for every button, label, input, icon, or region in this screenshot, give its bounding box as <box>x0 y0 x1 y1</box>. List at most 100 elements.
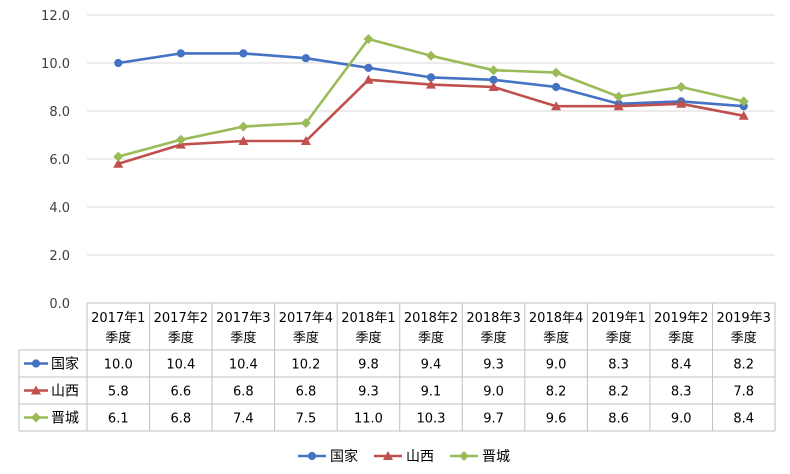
row-label: 国家 <box>51 356 79 373</box>
category-label: 季度 <box>668 330 694 346</box>
y-tick-label: 2.0 <box>49 249 70 264</box>
series-3-point <box>238 121 249 132</box>
table-cell-value: 9.4 <box>421 358 442 373</box>
category-label: 2018年4 <box>529 311 583 326</box>
series-2-point <box>113 158 124 168</box>
table-cell-value: 7.4 <box>233 412 254 427</box>
series-2-point <box>676 98 687 108</box>
table-cell-value: 9.7 <box>483 412 504 427</box>
series-3-point <box>738 96 749 107</box>
category-label: 2017年1 <box>91 311 145 326</box>
table-cell-value: 6.8 <box>296 385 317 400</box>
table-cell-value: 6.8 <box>233 385 254 400</box>
table-cell-value: 10.4 <box>166 358 195 373</box>
table-cell-value: 9.0 <box>546 358 567 373</box>
table-cell-value: 9.1 <box>421 385 442 400</box>
category-label: 2017年2 <box>154 311 208 326</box>
series-2-point <box>738 110 749 120</box>
category-label: 季度 <box>543 330 569 346</box>
series-3-point <box>551 67 562 78</box>
table-cell-value: 8.3 <box>671 385 692 400</box>
table-cell-value: 10.3 <box>417 412 446 427</box>
y-tick-label: 8.0 <box>49 105 70 120</box>
category-label: 季度 <box>293 330 319 346</box>
series-3-point <box>113 151 124 162</box>
y-tick-label: 4.0 <box>49 201 70 216</box>
table-cell-value: 8.6 <box>608 412 629 427</box>
category-label: 季度 <box>355 330 381 346</box>
table-cell-value: 5.8 <box>108 385 129 400</box>
series-3-point <box>300 118 311 128</box>
category-label: 季度 <box>418 330 444 346</box>
table-cell-value: 8.2 <box>733 358 754 373</box>
table-cell-value: 7.8 <box>733 385 754 400</box>
table-cell-value: 9.3 <box>483 358 504 373</box>
row-legend-key-marker <box>31 412 41 423</box>
category-label: 2017年4 <box>279 311 333 326</box>
series-1-point <box>239 49 248 58</box>
series-1-point <box>176 49 185 58</box>
legend-entry: 晋城 <box>482 449 510 465</box>
table-cell-value: 8.4 <box>671 358 692 373</box>
legend-key-marker <box>459 451 469 461</box>
y-tick-label: 10.0 <box>41 57 70 72</box>
series-3-point <box>488 65 499 76</box>
table-cell-value: 6.8 <box>170 412 191 427</box>
category-label: 2018年1 <box>341 311 395 326</box>
table-cell-value: 9.6 <box>546 412 567 427</box>
category-label: 2018年3 <box>466 311 520 326</box>
category-label: 季度 <box>168 330 194 346</box>
legend-entry: 山西 <box>406 449 434 465</box>
series-3-point <box>676 82 687 92</box>
series-2-point <box>551 101 562 111</box>
series-2-point <box>613 101 624 111</box>
table-cell-value: 10.4 <box>229 358 258 373</box>
category-label: 季度 <box>606 330 632 346</box>
category-label: 2019年2 <box>654 311 708 326</box>
row-label: 晋城 <box>51 411 79 427</box>
table-cell-value: 8.3 <box>608 358 629 373</box>
table-cell-value: 9.0 <box>671 412 692 427</box>
table-cell-value: 8.2 <box>546 385 567 400</box>
series-3-point <box>363 34 374 44</box>
y-tick-label: 12.0 <box>41 9 70 24</box>
y-tick-label: 0.0 <box>49 297 70 312</box>
table-cell-value: 9.8 <box>358 358 379 373</box>
legend-entry: 国家 <box>330 448 358 465</box>
series-1-point <box>551 82 561 92</box>
series-3-point <box>175 134 186 145</box>
series-2-point <box>238 136 249 145</box>
table-cell-value: 11.0 <box>354 412 383 427</box>
category-label: 2019年3 <box>717 311 771 326</box>
category-label: 2019年1 <box>591 311 645 326</box>
table-cell-value: 10.2 <box>291 358 320 373</box>
series-3-point <box>613 91 624 102</box>
legend-key-marker <box>383 451 393 460</box>
series-3-point <box>426 50 436 61</box>
table-cell-value: 9.3 <box>358 385 379 400</box>
row-legend-key-marker <box>31 359 41 368</box>
category-label: 2017年3 <box>216 311 270 326</box>
series-2-point <box>300 136 311 145</box>
category-label: 季度 <box>731 330 757 346</box>
category-label: 季度 <box>481 330 507 346</box>
category-label: 2018年2 <box>404 311 458 326</box>
category-label: 季度 <box>105 330 131 346</box>
category-label: 季度 <box>230 330 256 346</box>
table-cell-value: 9.0 <box>483 385 504 400</box>
row-legend-key-marker <box>31 385 41 395</box>
table-cell-value: 6.6 <box>170 385 191 400</box>
series-1-point <box>301 54 311 63</box>
table-cell-value: 6.1 <box>108 412 129 427</box>
series-1-point <box>114 58 123 68</box>
table-cell-value: 8.2 <box>608 385 629 400</box>
series-1-point <box>364 63 373 72</box>
legend-key-marker <box>307 451 317 461</box>
table-cell-value: 10.0 <box>104 358 133 373</box>
table-cell-value: 7.5 <box>296 412 317 427</box>
series-2-point <box>426 79 436 89</box>
series-2-point <box>488 82 499 91</box>
row-label: 山西 <box>51 384 79 400</box>
